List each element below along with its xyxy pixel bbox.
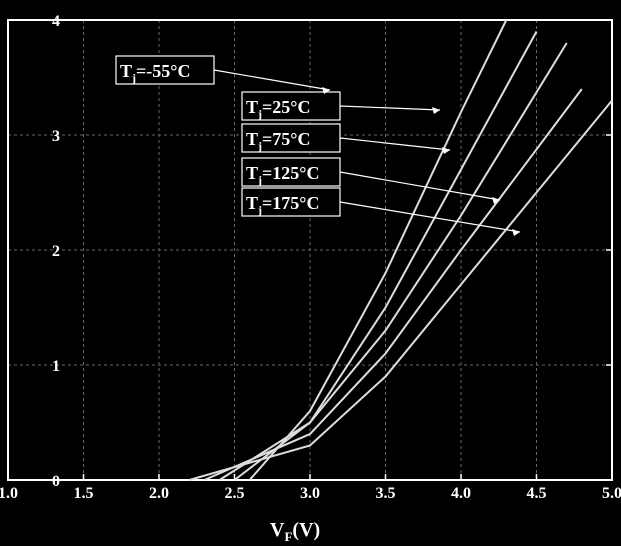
y-tick-label: 3	[52, 128, 60, 145]
x-tick-label: 1.0	[0, 485, 18, 502]
legend: Tj=-55°C Tj=25°C Tj=75°C Tj=125°C Tj=175°C	[115, 55, 341, 217]
y-tick-label: 0	[52, 473, 60, 490]
legend-label: Tj=175°C	[246, 193, 319, 217]
arrow-head	[432, 107, 440, 114]
legend-arrow	[339, 137, 451, 151]
legend-arrow	[339, 105, 441, 111]
legend-box	[241, 91, 341, 121]
x-tick-label: 4.5	[527, 485, 547, 502]
legend-box	[115, 55, 215, 85]
y-tick-label: 2	[52, 243, 60, 260]
series-layer	[188, 19, 613, 481]
series-line	[233, 31, 538, 481]
arrow-head	[512, 229, 520, 236]
x-tick-label: 3.5	[376, 485, 396, 502]
arrow-head	[492, 197, 500, 204]
legend-label: Tj=75°C	[246, 129, 310, 153]
legend-arrows	[213, 69, 521, 236]
legend-entry: Tj=175°C	[241, 187, 341, 217]
legend-entry: Tj=-55°C	[115, 55, 215, 85]
series-line	[203, 88, 583, 481]
x-tick-label: 5.0	[602, 485, 621, 502]
x-tick-label: 2.5	[225, 485, 245, 502]
legend-box	[241, 187, 341, 217]
legend-arrow	[213, 69, 331, 91]
legend-arrow	[339, 171, 501, 201]
x-axis-label: VF(V)	[270, 519, 320, 544]
y-tick-label: 1	[52, 358, 60, 375]
series-line	[188, 99, 613, 481]
series-line	[218, 42, 568, 481]
arrow-head	[322, 87, 330, 94]
y-tick-label: 4	[52, 13, 60, 30]
legend-label: Tj=125°C	[246, 163, 319, 187]
legend-label: Tj=-55°C	[120, 61, 190, 85]
legend-box	[241, 157, 341, 187]
legend-arrow	[339, 201, 521, 233]
x-tick-label: 1.5	[74, 485, 94, 502]
legend-entry: Tj=25°C	[241, 91, 341, 121]
x-tick-label: 2.0	[149, 485, 169, 502]
arrow-head	[442, 147, 450, 154]
legend-entry: Tj=75°C	[241, 123, 341, 153]
x-tick-label: 4.0	[451, 485, 471, 502]
legend-entry: Tj=125°C	[241, 157, 341, 187]
tick-labels: 1.0 1.5 2.0 2.5 3.0 3.5 4.0 4.5 5.0 0 1 2 3 4	[0, 13, 621, 502]
legend-label: Tj=25°C	[246, 97, 310, 121]
series-line	[248, 19, 508, 481]
x-tick-label: 3.0	[300, 485, 320, 502]
